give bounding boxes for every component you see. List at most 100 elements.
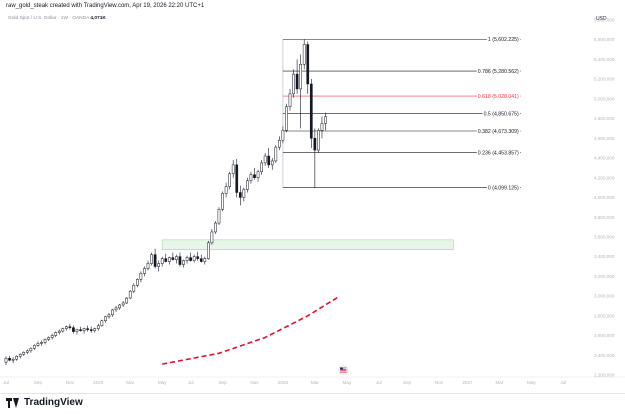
candle-up [288, 93, 292, 107]
candle-up [65, 326, 68, 329]
last-value: 4,071K [90, 16, 106, 21]
candle-up [324, 116, 327, 124]
trend-line[interactable] [162, 295, 341, 365]
time-tick-label: Sep [34, 380, 43, 385]
candle-up [214, 222, 217, 233]
candle-up [278, 139, 281, 148]
candle-up [182, 260, 185, 265]
candle-up [203, 258, 207, 262]
candle-up [96, 325, 100, 329]
candle-up [210, 231, 214, 244]
candle-down [86, 328, 90, 330]
symbol-legend[interactable]: Gold Spot / U.S. Dollar · 1W · OANDA 4,0… [8, 16, 106, 21]
candle-up [192, 256, 196, 261]
candle-up [54, 332, 58, 336]
time-tick-label: Sep [403, 380, 412, 385]
candle-up [139, 273, 143, 280]
candle-up [118, 304, 121, 309]
fib-level-label: 0.236 (4,453.857) [478, 150, 519, 156]
price-axis[interactable]: 5,800,000 5,600,000 5,400,000 5,200,000 5,00… [594, 17, 615, 377]
flag-stripe [340, 367, 347, 369]
candle-up [82, 328, 86, 331]
candle-up [207, 242, 210, 259]
price-tick-label: 2,800,000 [594, 313, 615, 318]
candle-up [256, 171, 260, 178]
candle-up [57, 330, 61, 333]
candle-down [79, 329, 82, 331]
candle-down [306, 44, 310, 85]
candle-up [299, 64, 302, 90]
candle-down [68, 326, 72, 328]
candle-up [4, 357, 8, 363]
candle-down [253, 174, 256, 178]
candle-up [43, 339, 47, 343]
support-zone[interactable] [161, 239, 454, 251]
candle-up [29, 348, 33, 352]
us-flag-icon[interactable] [338, 365, 349, 375]
candle-up [249, 174, 253, 181]
fib-level-label: 0.5 (4,850.675) [484, 111, 519, 117]
price-chart[interactable]: 1 (5,602.225) 0.786 (5,280.562) 0.618 (5,0… [0, 0, 625, 393]
price-tick-label: 2,600,000 [594, 333, 615, 338]
price-tick-label: 5,000,000 [594, 96, 615, 101]
candle-up [15, 356, 19, 360]
candle-up [228, 173, 232, 187]
candle-up [292, 73, 295, 95]
candle-up [146, 263, 150, 269]
candle-up [160, 258, 164, 264]
time-tick-label: Nov [250, 380, 259, 385]
candle-up [111, 309, 114, 316]
candle-down [235, 164, 239, 193]
candle-up [185, 257, 189, 261]
time-tick-label: 2025 [93, 380, 104, 385]
time-tick-label: Nov [66, 380, 75, 385]
fib-level-label: 0 (4,099.125) [488, 185, 519, 191]
time-tick-label: May [527, 380, 536, 385]
time-axis[interactable]: Jul Sep Nov 2025 Mar May Jul Sep Nov 2026 Mar May Ju… [0, 376, 625, 385]
fib-level-label: 0.382 (4,673.309) [478, 129, 519, 135]
time-tick-label: May [342, 380, 351, 385]
currency-label[interactable]: USD [596, 16, 607, 22]
candle-up [18, 354, 22, 357]
time-tick-label: Nov [435, 380, 444, 385]
candle-up [302, 44, 306, 65]
time-tick-label: Mar [126, 380, 134, 385]
candle-up [231, 164, 235, 175]
price-tick-label: 2,200,000 [594, 373, 615, 378]
tradingview-logo-icon [6, 397, 20, 408]
candle-up [128, 290, 132, 299]
candle-up [242, 189, 246, 198]
time-tick-label: Jul [188, 380, 194, 385]
price-tick-label: 2,400,000 [594, 353, 615, 358]
brand[interactable]: TradingView [6, 397, 83, 408]
fib-level-label: 0.786 (5,280.562) [478, 69, 519, 75]
candle-up [260, 162, 263, 173]
price-tick-label: 4,600,000 [594, 136, 615, 141]
candle-up [11, 358, 15, 361]
flag-stripe [340, 369, 347, 370]
candle-up [36, 343, 40, 346]
time-tick-label: Mar [495, 380, 503, 385]
price-tick-label: 3,200,000 [594, 274, 615, 279]
candle-up [317, 130, 320, 151]
price-tick-label: 5,800,000 [594, 17, 615, 22]
price-tick-label: 3,400,000 [594, 254, 615, 259]
candle-up [40, 342, 43, 344]
candle-up [25, 350, 29, 353]
price-tick-label: 4,200,000 [594, 175, 615, 180]
fibonacci-retracement[interactable]: 1 (5,602.225) 0.786 (5,280.562) 0.618 (5,0… [282, 36, 521, 192]
symbol-name: Gold Spot / U.S. Dollar · 1W · OANDA [8, 16, 90, 21]
flag-stripe [340, 371, 347, 373]
flag-bg [338, 365, 349, 375]
candles [4, 39, 327, 366]
footer-bar: TradingView [0, 393, 625, 414]
candle-up [143, 268, 146, 274]
time-tick-label: 2027 [462, 380, 473, 385]
candle-up [167, 257, 171, 262]
candle-down [189, 257, 192, 261]
candle-up [263, 155, 267, 164]
price-tick-label: 4,000,000 [594, 195, 615, 200]
candle-up [22, 352, 26, 355]
candle-up [274, 146, 278, 162]
candle-up [221, 193, 224, 210]
